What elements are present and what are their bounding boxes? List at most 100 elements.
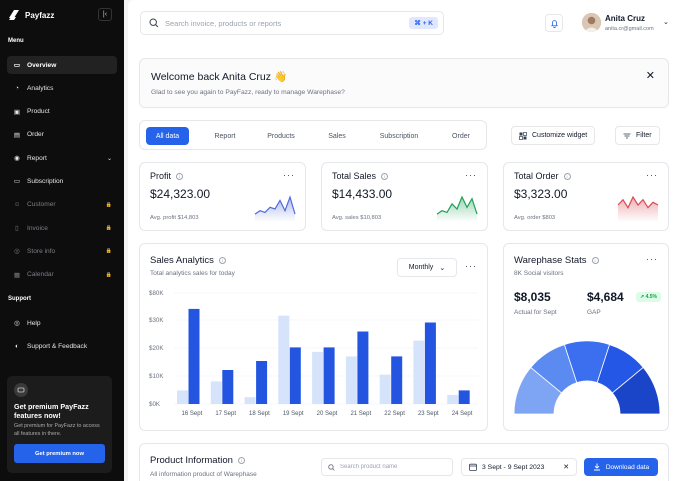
bar-dark (391, 356, 403, 404)
date-range-value: 3 Sept - 9 Sept 2023 (482, 463, 545, 471)
sidebar-item-product[interactable]: ▣ Product (7, 103, 117, 121)
more-icon: ··· (646, 254, 658, 264)
sidebar-item-order[interactable]: ▤ Order (7, 126, 117, 144)
sidebar-item-label: Analytics (27, 84, 54, 92)
warephase-more-button[interactable]: ··· (646, 254, 658, 264)
product-search[interactable] (321, 458, 453, 476)
support-section-label: Support (8, 296, 31, 302)
total-sales-more-button[interactable]: ··· (465, 170, 477, 180)
overview-icon: ▭ (13, 62, 21, 69)
sidebar-item-label: Report (27, 154, 47, 162)
feedback-icon: ◐ (15, 342, 19, 350)
global-search[interactable]: ⌘ + K (140, 11, 444, 35)
growth-badge: ↗ 4.5% (636, 292, 661, 302)
sidebar-item-subscription[interactable]: ▭ Subscription (7, 172, 117, 190)
total-sales-title: Total Sales (332, 171, 377, 181)
info-icon[interactable]: i (563, 172, 571, 180)
period-select-value: Monthly (408, 264, 434, 271)
profit-value: $24,323.00 (150, 187, 211, 201)
more-icon: ··· (646, 170, 658, 180)
clear-date-icon[interactable]: ✕ (563, 464, 569, 471)
sidebar-item-label: Order (27, 131, 44, 139)
total-order-sparkline-area (618, 197, 658, 222)
info-icon[interactable]: i (591, 257, 599, 264)
y-tick-label: $80K (149, 290, 164, 297)
notifications-button[interactable] (545, 14, 563, 32)
tab-sales[interactable]: Sales (328, 132, 346, 140)
sidebar-item-customer[interactable]: ☺ Customer 🔒 (7, 196, 117, 214)
sidebar-item-store-info[interactable]: ◎ Store info 🔒 (7, 242, 117, 260)
search-input[interactable] (165, 18, 404, 28)
total-order-title: Total Order (514, 171, 559, 181)
close-icon: ✕ (645, 70, 655, 82)
sidebar-item-calendar[interactable]: ▦ Calendar 🔒 (7, 266, 117, 284)
store-icon: ◎ (14, 248, 20, 256)
user-menu-button[interactable]: ⌄ (663, 18, 669, 26)
tab-order[interactable]: Order (452, 132, 470, 140)
customize-widget-button[interactable]: Customize widget (511, 126, 596, 145)
support-nav: ◎ Help ◐ Support & Feedback (0, 314, 124, 361)
close-welcome-button[interactable]: ✕ (646, 69, 655, 82)
x-tick-label: 22 Sept (384, 411, 405, 417)
more-icon: ··· (465, 261, 477, 271)
download-data-button[interactable]: Download data (584, 458, 658, 476)
gap-value: $4,684 (587, 290, 624, 304)
profit-more-button[interactable]: ··· (283, 170, 295, 180)
warephase-stats-card: Warephase Stats i 8K Social visitors ··· … (503, 243, 669, 431)
avatar[interactable] (582, 13, 601, 32)
filter-button[interactable]: Filter (615, 126, 660, 145)
bar-dark (256, 361, 268, 404)
total-order-average: Avg. order $803 (514, 215, 556, 221)
tab-subscription[interactable]: Subscription (379, 132, 419, 140)
sidebar-item-report[interactable]: ◉ Report ⌄ (7, 149, 117, 167)
gauge-segment (611, 366, 661, 415)
promo-text: Get premium for PayFazz to access all fe… (14, 423, 100, 437)
info-icon[interactable]: i (218, 257, 226, 264)
promo-title: Get premium PayFazz features now! (14, 402, 89, 420)
gap-label: GAP (587, 309, 601, 316)
chevron-down-icon: ⌄ (663, 19, 669, 26)
sidebar-item-invoice[interactable]: ▯ Invoice 🔒 (7, 219, 117, 237)
bar-light (244, 397, 256, 404)
sales-bar-chart: $0K $10K $20K $30K $80K 16 Sept 17 Sept 18 Sept… (149, 290, 478, 417)
collapse-sidebar-button[interactable]: |‹ (98, 8, 112, 21)
tab-report[interactable]: Report (214, 132, 236, 140)
sidebar-item-overview[interactable]: ▭ Overview (7, 56, 117, 74)
get-premium-button[interactable]: Get premium now (14, 444, 105, 463)
app-name: Payfazz (25, 10, 55, 20)
bar-dark (458, 390, 470, 404)
user-email: anita.cr@gmail.com (605, 26, 654, 32)
sidebar-item-label: Store info (27, 247, 56, 255)
profit-sparkline-line (254, 195, 296, 215)
info-icon[interactable]: i (381, 172, 389, 180)
customer-icon: ☺ (13, 201, 21, 209)
info-icon[interactable]: i (176, 172, 184, 180)
bar-light (312, 351, 324, 404)
lock-icon: 🔒 (105, 248, 112, 255)
period-select[interactable]: Monthly ⌄ (397, 258, 457, 277)
calendar-icon: ▦ (13, 271, 21, 279)
sidebar-item-help[interactable]: ◎ Help (7, 314, 117, 332)
sales-more-button[interactable]: ··· (465, 261, 477, 271)
app-logo[interactable]: Payfazz (8, 9, 54, 21)
total-order-more-button[interactable]: ··· (646, 170, 658, 180)
calendar-icon (469, 463, 477, 471)
x-tick-label: 16 Sept (182, 411, 203, 417)
x-tick-label: 20 Sept (317, 411, 338, 417)
sidebar-item-label: Support & Feedback (27, 342, 88, 350)
x-tick-label: 19 Sept (283, 411, 304, 417)
info-icon[interactable]: i (237, 457, 245, 464)
sidebar-item-support-feedback[interactable]: ◐ Support & Feedback (7, 337, 117, 355)
sales-analytics-title: Sales Analytics (150, 255, 214, 266)
date-range-picker[interactable]: 3 Sept - 9 Sept 2023 ✕ (461, 458, 577, 476)
total-order-sparkline (617, 195, 659, 222)
more-icon: ··· (465, 170, 477, 180)
sidebar-item-label: Subscription (27, 177, 64, 185)
tab-all-data[interactable]: All data (146, 127, 189, 145)
tab-products[interactable]: Products (267, 132, 295, 140)
total-order-value: $3,323.00 (514, 187, 568, 201)
sidebar-item-analytics[interactable]: ◔ Analytics (7, 79, 117, 97)
data-tabs: All data Report Products Sales Subscript… (139, 120, 487, 150)
payfazz-logo-icon (9, 10, 19, 20)
product-search-input[interactable] (340, 464, 452, 470)
